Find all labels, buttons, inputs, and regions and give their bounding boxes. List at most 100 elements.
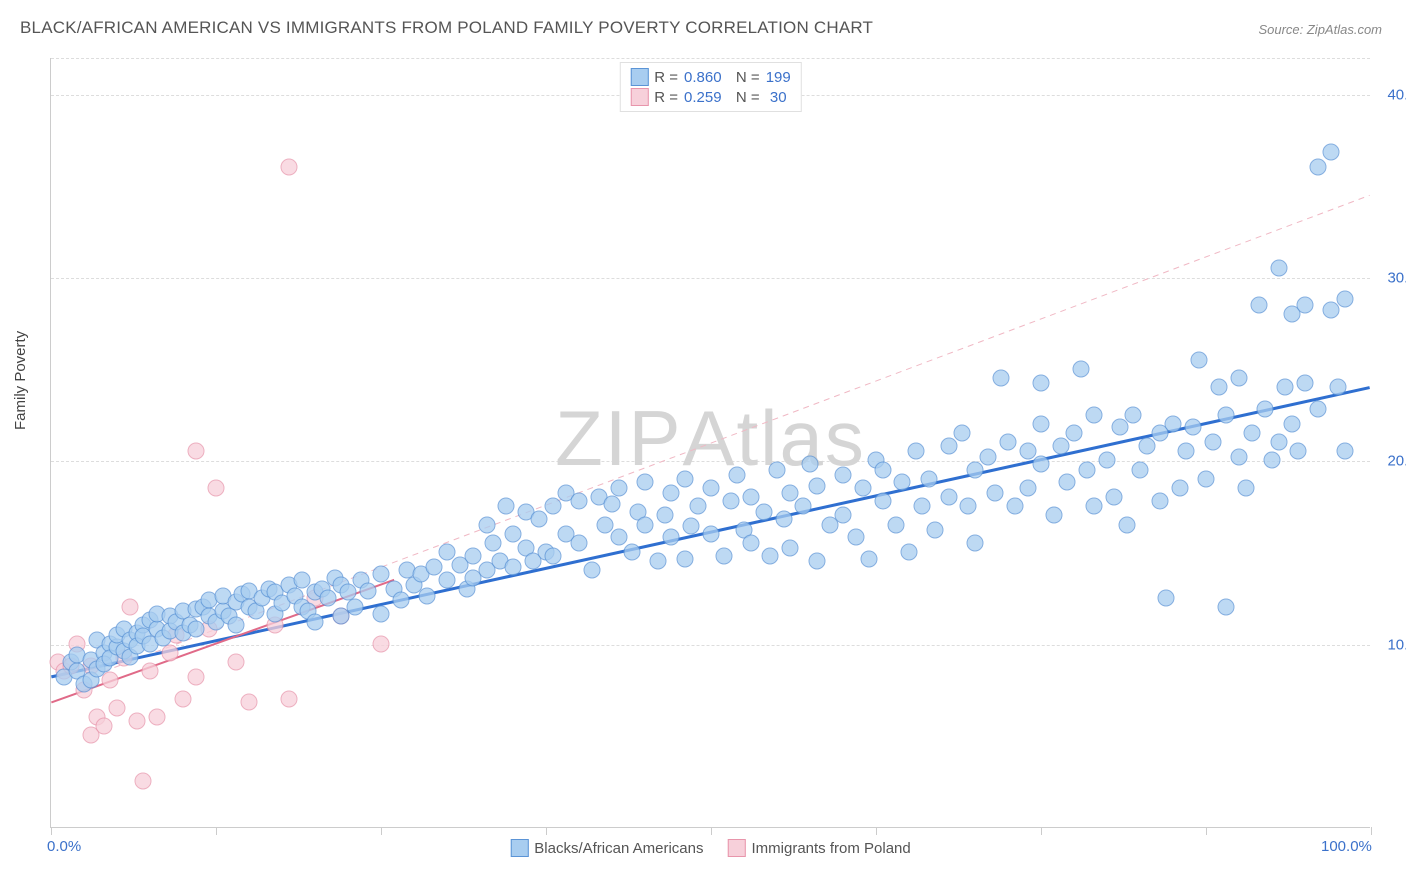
data-point-blue [1138, 437, 1155, 454]
data-point-blue [346, 599, 363, 616]
data-point-blue [1310, 159, 1327, 176]
x-tick [546, 827, 547, 835]
y-tick-label: 30.0% [1387, 270, 1406, 287]
data-point-blue [993, 369, 1010, 386]
legend-item-pink: Immigrants from Poland [728, 839, 911, 857]
data-point-blue [637, 474, 654, 491]
data-point-pink [208, 479, 225, 496]
data-point-blue [1198, 470, 1215, 487]
x-tick-label: 100.0% [1321, 838, 1372, 855]
data-point-blue [729, 467, 746, 484]
data-point-blue [1336, 443, 1353, 460]
data-point-blue [861, 551, 878, 568]
swatch-pink [630, 88, 648, 106]
data-point-blue [907, 443, 924, 460]
data-point-blue [1059, 474, 1076, 491]
data-point-blue [874, 492, 891, 509]
data-point-blue [293, 571, 310, 588]
source-attribution: Source: ZipAtlas.com [1258, 22, 1382, 37]
data-point-blue [656, 507, 673, 524]
data-point-blue [940, 437, 957, 454]
data-point-blue [782, 485, 799, 502]
data-point-blue [1033, 415, 1050, 432]
data-point-blue [505, 558, 522, 575]
data-point-blue [478, 516, 495, 533]
data-point-blue [808, 478, 825, 495]
data-point-blue [683, 518, 700, 535]
swatch-blue [630, 68, 648, 86]
data-point-blue [188, 621, 205, 638]
data-point-blue [835, 467, 852, 484]
data-point-blue [1283, 415, 1300, 432]
swatch-pink-2 [728, 839, 746, 857]
data-point-blue [597, 516, 614, 533]
data-point-blue [1151, 492, 1168, 509]
y-tick-label: 40.0% [1387, 86, 1406, 103]
data-point-blue [1033, 456, 1050, 473]
data-point-blue [967, 461, 984, 478]
x-tick [216, 827, 217, 835]
swatch-blue-2 [510, 839, 528, 857]
data-point-blue [465, 547, 482, 564]
x-tick-label: 0.0% [47, 838, 81, 855]
data-point-blue [1264, 452, 1281, 469]
data-point-blue [703, 525, 720, 542]
data-point-pink [280, 159, 297, 176]
x-tick [381, 827, 382, 835]
data-point-blue [373, 606, 390, 623]
gridline-h [51, 461, 1370, 462]
legend-row-blue: R =0.860 N =199 [630, 67, 790, 87]
data-point-blue [663, 529, 680, 546]
y-axis-label: Family Poverty [12, 331, 29, 430]
data-point-blue [1217, 599, 1234, 616]
data-point-blue [755, 503, 772, 520]
data-point-blue [1105, 489, 1122, 506]
data-point-blue [1079, 461, 1096, 478]
series-legend: Blacks/African Americans Immigrants from… [510, 839, 910, 857]
data-point-pink [148, 709, 165, 726]
data-point-blue [359, 582, 376, 599]
y-tick-label: 20.0% [1387, 453, 1406, 470]
data-point-blue [940, 489, 957, 506]
data-point-blue [1125, 406, 1142, 423]
correlation-legend: R =0.860 N =199 R =0.259 N = 30 [619, 62, 801, 112]
data-point-blue [439, 571, 456, 588]
data-point-blue [689, 498, 706, 515]
data-point-pink [188, 668, 205, 685]
data-point-blue [1270, 259, 1287, 276]
data-point-blue [887, 516, 904, 533]
data-point-blue [927, 522, 944, 539]
data-point-blue [953, 424, 970, 441]
data-point-blue [1231, 369, 1248, 386]
data-point-pink [109, 699, 126, 716]
data-point-blue [1178, 443, 1195, 460]
data-point-pink [142, 663, 159, 680]
data-point-blue [676, 470, 693, 487]
plot-area: ZIPAtlas R =0.860 N =199 R =0.259 N = 30… [50, 58, 1370, 828]
data-point-blue [1184, 419, 1201, 436]
x-tick [876, 827, 877, 835]
data-point-pink [188, 443, 205, 460]
data-point-blue [1000, 434, 1017, 451]
data-point-blue [439, 544, 456, 561]
data-point-pink [122, 599, 139, 616]
data-point-blue [663, 485, 680, 502]
data-point-blue [1066, 424, 1083, 441]
x-tick [1206, 827, 1207, 835]
x-tick [1041, 827, 1042, 835]
data-point-blue [544, 547, 561, 564]
data-point-blue [1270, 434, 1287, 451]
data-point-pink [227, 654, 244, 671]
data-point-blue [716, 547, 733, 564]
data-point-blue [762, 547, 779, 564]
data-point-blue [1323, 144, 1340, 161]
data-point-blue [650, 553, 667, 570]
data-point-blue [703, 479, 720, 496]
data-point-blue [1118, 516, 1135, 533]
data-point-blue [610, 529, 627, 546]
y-tick-label: 10.0% [1387, 636, 1406, 653]
data-point-blue [485, 534, 502, 551]
data-point-blue [722, 492, 739, 509]
data-point-blue [1006, 498, 1023, 515]
data-point-blue [1290, 443, 1307, 460]
